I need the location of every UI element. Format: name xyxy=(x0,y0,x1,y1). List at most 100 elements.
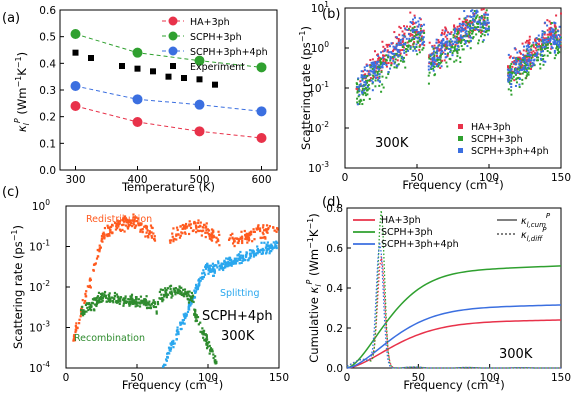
data-point xyxy=(464,35,467,38)
data-point xyxy=(406,25,409,28)
data-point xyxy=(240,230,243,233)
data-point xyxy=(99,300,102,303)
data-point xyxy=(96,301,99,304)
data-point xyxy=(536,53,539,56)
data-point xyxy=(87,308,90,312)
data-point xyxy=(206,345,209,348)
data-point xyxy=(515,59,518,62)
data-point xyxy=(98,244,101,247)
data-point xyxy=(543,54,546,57)
data-point xyxy=(260,252,263,255)
data-point xyxy=(183,322,186,325)
data-point xyxy=(149,306,153,310)
data-point xyxy=(556,52,559,55)
data-point xyxy=(469,29,472,32)
data-point xyxy=(400,57,403,60)
data-point xyxy=(454,37,457,40)
y-tick-label: 0.0 xyxy=(39,165,56,177)
data-point xyxy=(536,51,539,54)
data-point xyxy=(231,232,234,235)
legend-marker xyxy=(458,148,463,153)
data-point xyxy=(513,62,516,65)
data-point xyxy=(414,29,417,32)
data-point xyxy=(359,80,362,83)
data-point xyxy=(212,229,215,232)
data-point xyxy=(411,27,414,30)
data-point xyxy=(457,38,460,41)
data-point xyxy=(153,238,156,241)
data-point xyxy=(142,299,145,303)
data-point xyxy=(86,306,89,309)
data-point xyxy=(437,64,440,67)
data-point xyxy=(428,56,431,59)
data-point xyxy=(396,50,399,53)
data-point xyxy=(435,46,438,49)
data-point xyxy=(364,83,367,86)
data-point xyxy=(212,353,215,356)
data-point xyxy=(183,231,187,234)
data-point xyxy=(552,28,555,31)
data-point xyxy=(409,32,412,35)
data-point xyxy=(261,247,264,251)
data-point xyxy=(204,333,207,336)
data-point xyxy=(523,65,526,68)
data-point xyxy=(423,31,426,34)
data-point xyxy=(413,46,416,49)
data-point xyxy=(552,30,555,33)
data-point xyxy=(208,264,211,267)
data-point xyxy=(366,84,369,87)
data-point xyxy=(224,261,228,264)
data-point xyxy=(518,77,521,80)
data-point xyxy=(372,61,375,64)
data-point xyxy=(534,47,537,50)
y-tick-label: 0.2 xyxy=(326,323,343,335)
data-point xyxy=(175,238,178,241)
data-point xyxy=(407,44,410,47)
data-point xyxy=(363,66,366,69)
data-point xyxy=(455,35,458,38)
data-point xyxy=(227,238,231,241)
data-point xyxy=(186,292,189,295)
data-point xyxy=(458,37,461,40)
data-point xyxy=(243,229,246,233)
data-point xyxy=(185,313,188,316)
data-point xyxy=(106,224,109,227)
data-point xyxy=(373,68,376,71)
data-point xyxy=(180,293,183,296)
data-point xyxy=(168,352,171,355)
data-point xyxy=(443,43,446,46)
data-point xyxy=(435,63,438,66)
data-point xyxy=(238,262,241,265)
data-point xyxy=(133,218,136,221)
data-point xyxy=(410,21,413,24)
data-point xyxy=(265,249,268,252)
data-point xyxy=(408,37,411,40)
data-point xyxy=(526,63,529,66)
data-point xyxy=(258,250,261,254)
data-point xyxy=(273,246,276,249)
data-point xyxy=(128,304,131,307)
data-point xyxy=(550,45,553,48)
data-point xyxy=(445,43,448,46)
data-point xyxy=(370,79,373,82)
data-point xyxy=(382,50,385,53)
data-point xyxy=(172,227,175,230)
data-point xyxy=(390,64,393,67)
data-point xyxy=(373,63,376,66)
data-point xyxy=(464,40,467,43)
data-point xyxy=(436,46,439,49)
data-point xyxy=(475,15,478,18)
data-point xyxy=(205,334,208,337)
data-point xyxy=(266,228,269,231)
data-point xyxy=(184,225,187,228)
data-point xyxy=(553,49,556,52)
data-point xyxy=(517,56,520,59)
data-point xyxy=(480,22,483,25)
data-point xyxy=(422,36,425,39)
data-point xyxy=(91,298,95,301)
data-point xyxy=(256,247,260,251)
data-point xyxy=(356,86,359,89)
data-point xyxy=(145,225,149,228)
data-point xyxy=(119,229,122,233)
data-point xyxy=(407,33,410,36)
